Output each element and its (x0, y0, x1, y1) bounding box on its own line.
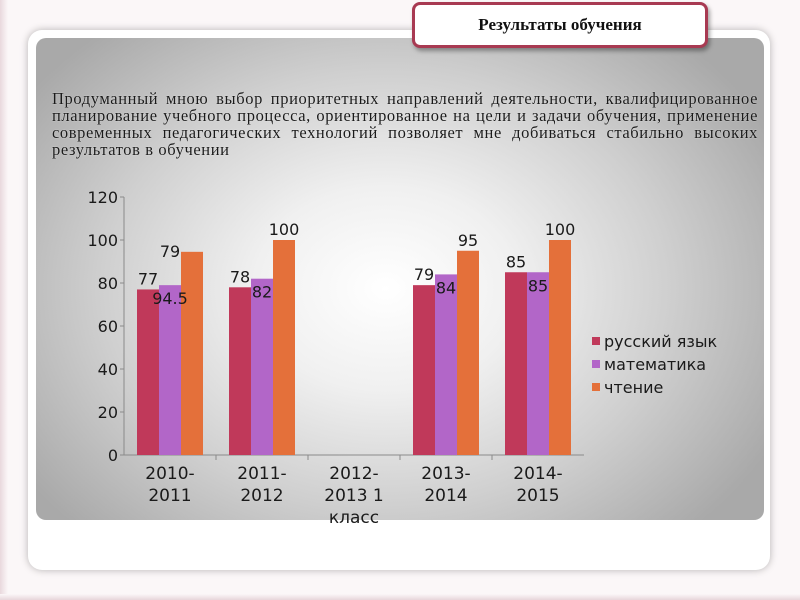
slide-left-border (0, 0, 8, 600)
bar (251, 278, 273, 455)
data-label: 82 (252, 283, 272, 302)
data-label: 84 (436, 278, 456, 297)
title-box: Результаты обучения (412, 2, 708, 48)
data-label: 79 (160, 242, 180, 261)
bar (159, 285, 181, 455)
bar (273, 240, 295, 455)
y-tick-label: 100 (87, 231, 118, 250)
bar (549, 240, 571, 455)
data-label: 95 (458, 231, 478, 250)
y-tick-label: 120 (87, 188, 118, 207)
data-label: 100 (269, 220, 300, 239)
x-tick-label: 2015 (516, 486, 559, 506)
legend-label: чтение (604, 378, 663, 397)
data-label: 78 (230, 267, 250, 286)
legend-swatch (592, 383, 600, 391)
x-tick-label: 2011- (237, 464, 286, 484)
bar (137, 289, 159, 455)
slide-bottom-border (0, 594, 800, 600)
x-tick-label: 2012 (240, 486, 283, 506)
legend-swatch (592, 360, 600, 368)
bar (457, 250, 479, 455)
description-text: Продуманный мною выбор приоритетных напр… (52, 89, 758, 159)
bar (435, 274, 457, 455)
slide-title: Результаты обучения (478, 15, 642, 34)
x-tick-label: 2011 (148, 486, 191, 506)
y-tick-label: 40 (98, 360, 118, 379)
bar (229, 287, 251, 455)
x-tick-label: 2012- (329, 464, 378, 484)
legend-label: русский язык (604, 332, 718, 351)
y-tick-label: 80 (98, 274, 118, 293)
x-tick-label: 2013 1 (324, 486, 383, 506)
bar (527, 272, 549, 455)
y-tick-label: 60 (98, 317, 118, 336)
x-tick-label: 2013- (421, 464, 470, 484)
data-label: 85 (528, 276, 548, 295)
x-tick-label: класс (329, 508, 379, 528)
y-tick-label: 0 (108, 446, 118, 465)
data-label: 79 (414, 265, 434, 284)
legend-label: математика (604, 355, 706, 374)
bar (505, 272, 527, 455)
x-tick-label: 2010- (145, 464, 194, 484)
data-label: 94.5 (152, 289, 188, 308)
x-tick-label: 2014 (424, 486, 467, 506)
bar (413, 285, 435, 455)
bar (181, 251, 203, 455)
x-tick-label: 2014- (513, 464, 562, 484)
data-label: 77 (138, 269, 158, 288)
data-label: 85 (506, 252, 526, 271)
legend-swatch (592, 337, 600, 345)
y-tick-label: 20 (98, 403, 118, 422)
data-label: 100 (545, 220, 576, 239)
